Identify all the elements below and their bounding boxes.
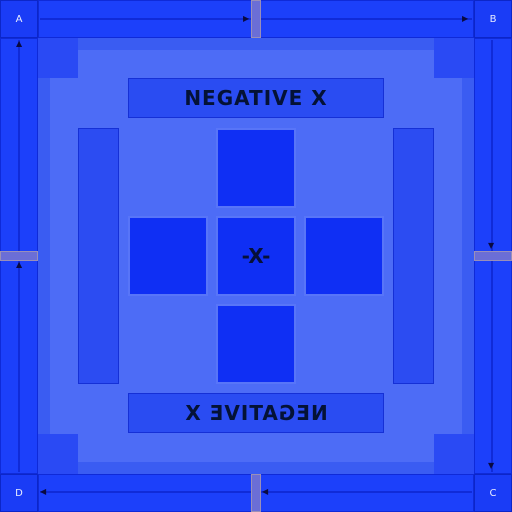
face-label-bottom-text: NEGATIVE X [184,401,328,425]
cube-face-bottom [216,304,296,384]
face-label-bottom-mirrored: NEGATIVE X [128,393,384,433]
cube-face-center: -X- [216,216,296,296]
arrow-down-icon: ▼ [488,241,495,250]
side-bar-left [78,128,119,384]
corner-tile-bottom-right [434,434,474,474]
arrow-left-icon: ◀ [40,487,47,496]
center-label: -X- [241,244,271,268]
cube-face-right [304,216,384,296]
seam-marker-right [474,251,512,261]
arrow-left-icon: ◀ [262,487,269,496]
arrow-down-icon: ▼ [488,461,495,470]
arrow-right-icon: ▶ [243,14,250,23]
corner-label-a: A [0,0,38,38]
seam-marker-top [251,0,261,38]
arrow-up-icon: ▲ [16,39,23,48]
face-label-top: NEGATIVE X [128,78,384,118]
corner-label-d: D [0,474,38,512]
arrow-right-icon: ▶ [462,14,469,23]
corner-tile-bottom-left [38,434,78,474]
seam-marker-left [0,251,38,261]
arrow-up-icon: ▲ [16,260,23,269]
side-bar-right [393,128,434,384]
corner-label-c: C [474,474,512,512]
seam-marker-bottom [251,474,261,512]
corner-tile-top-left [38,38,78,78]
cube-face-top [216,128,296,208]
corner-label-b: B [474,0,512,38]
corner-tile-top-right [434,38,474,78]
cube-face-left [128,216,208,296]
